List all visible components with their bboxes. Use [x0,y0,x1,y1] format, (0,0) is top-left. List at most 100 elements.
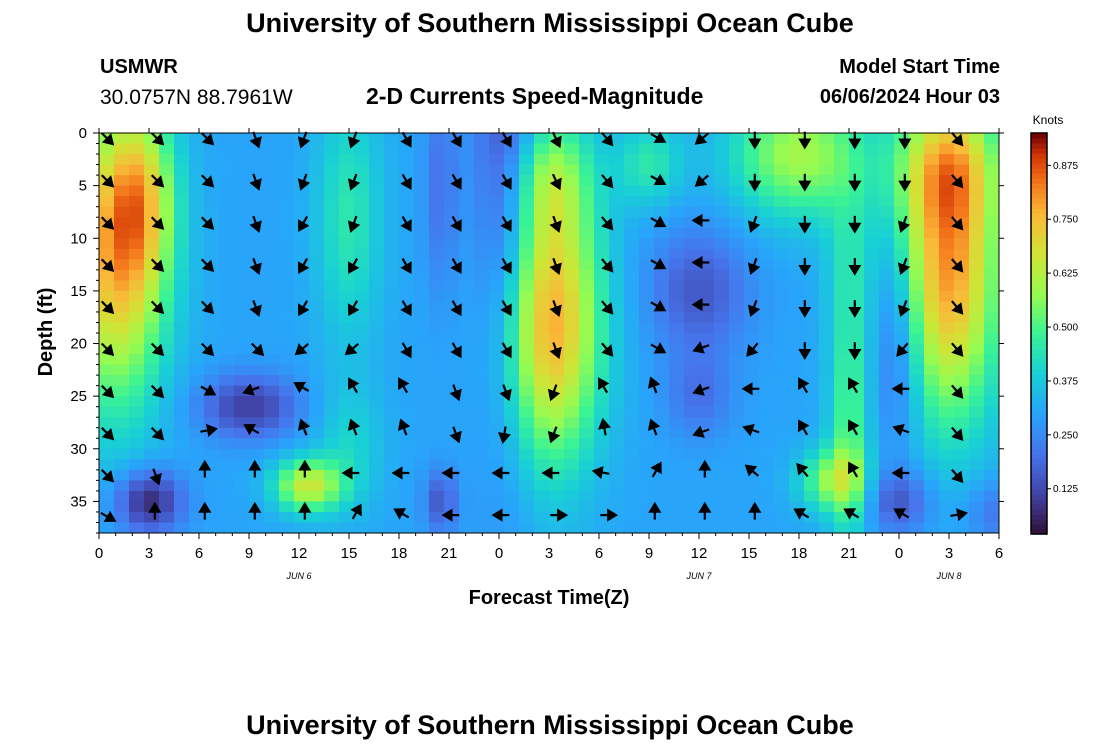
heatmap-cell [579,280,595,292]
heatmap-cell [144,522,160,533]
heatmap-cell [519,490,535,503]
heatmap-cell [294,438,310,450]
heatmap-cell [174,490,190,503]
colorbar-swatch [1031,388,1047,395]
heatmap-cell [114,248,130,260]
heatmap-cell [354,311,370,324]
heatmap-cell [909,459,925,471]
heatmap-cell [144,406,160,418]
heatmap-cell [429,133,445,145]
heatmap-cell [414,269,430,281]
heatmap-cell [894,333,910,345]
heatmap-cell [369,196,385,208]
heatmap-cell [264,501,280,513]
heatmap-cell [549,269,565,281]
heatmap-cell [279,143,295,155]
heatmap-cell [99,480,115,492]
heatmap-cell [204,396,220,408]
heatmap-cell [339,290,355,303]
heatmap-cell [699,248,715,260]
heatmap-cell [549,396,565,408]
heatmap-cell [774,311,790,324]
heatmap-cell [114,490,130,503]
heatmap-cell [399,185,415,197]
heatmap-cell [309,459,325,471]
heatmap-cell [744,154,760,166]
current-vector [797,419,810,436]
heatmap-cell [309,396,325,408]
heatmap-cell [219,301,235,313]
heatmap-cell [279,206,295,218]
heatmap-cell [414,248,430,260]
heatmap-cell [489,164,505,176]
heatmap-cell [624,480,640,492]
heatmap-cell [279,354,295,366]
heatmap-cell [444,511,460,524]
heatmap-cell [804,343,820,355]
current-vector [497,426,511,444]
heatmap-cell [669,154,685,166]
heatmap-cell [474,185,490,197]
colorbar-swatch [1031,208,1047,214]
heatmap-cell [624,375,640,387]
heatmap-cell [909,185,925,197]
colorbar-swatch [1031,193,1047,199]
current-vector [400,131,412,148]
date-label: JUN 8 [935,571,961,581]
heatmap-cell [729,448,745,460]
heatmap-cell [549,196,565,208]
heatmap-cell [294,259,310,271]
heatmap-cell [504,217,520,229]
heatmap-cell [774,417,790,429]
heatmap-cell [174,322,190,334]
heatmap-cell [324,175,340,187]
heatmap-cell [369,343,385,355]
heatmap-cell [144,248,160,260]
current-vector [591,466,610,480]
current-vector [450,300,462,317]
heatmap-cell [189,333,205,345]
heatmap-cell [939,427,955,439]
heatmap-cell [309,469,325,481]
heatmap-cell [819,522,835,533]
current-vector [450,258,462,275]
heatmap-cell [219,280,235,292]
heatmap-cell [909,354,925,366]
heatmap-cell [219,438,235,450]
heatmap-cell [144,438,160,450]
heatmap-cell [294,511,310,524]
heatmap-cell [234,375,250,387]
heatmap-cell [129,396,145,408]
heatmap-cell [309,375,325,387]
heatmap-cell [789,143,805,155]
heatmap-cell [474,511,490,524]
colorbar-swatch [1031,368,1047,375]
colorbar-swatch [1031,268,1047,274]
heatmap-cell [759,448,775,460]
heatmap-cell [339,143,355,155]
heatmap-cell [489,406,505,418]
colorbar-swatch [1031,333,1047,340]
heatmap-cell [324,343,340,355]
heatmap-cell [804,280,820,292]
y-tick-label: 5 [79,178,87,195]
heatmap-cell [594,185,610,197]
heatmap-cell [519,175,535,187]
heatmap-cell [204,290,220,303]
heatmap-cell [414,490,430,503]
heatmap-cell [819,164,835,176]
heatmap-cell [774,490,790,503]
heatmap-cell [669,206,685,218]
heatmap-cell [339,248,355,260]
heatmap-cell [504,322,520,334]
heatmap-cell [294,185,310,197]
heatmap-cell [444,448,460,460]
heatmap-cell [249,385,265,397]
heatmap-cell [369,185,385,197]
heatmap-cell [579,164,595,176]
heatmap-cell [309,480,325,492]
current-vector [150,342,165,357]
heatmap-cell [744,301,760,313]
current-vector [951,258,964,273]
heatmap-cell [504,354,520,366]
